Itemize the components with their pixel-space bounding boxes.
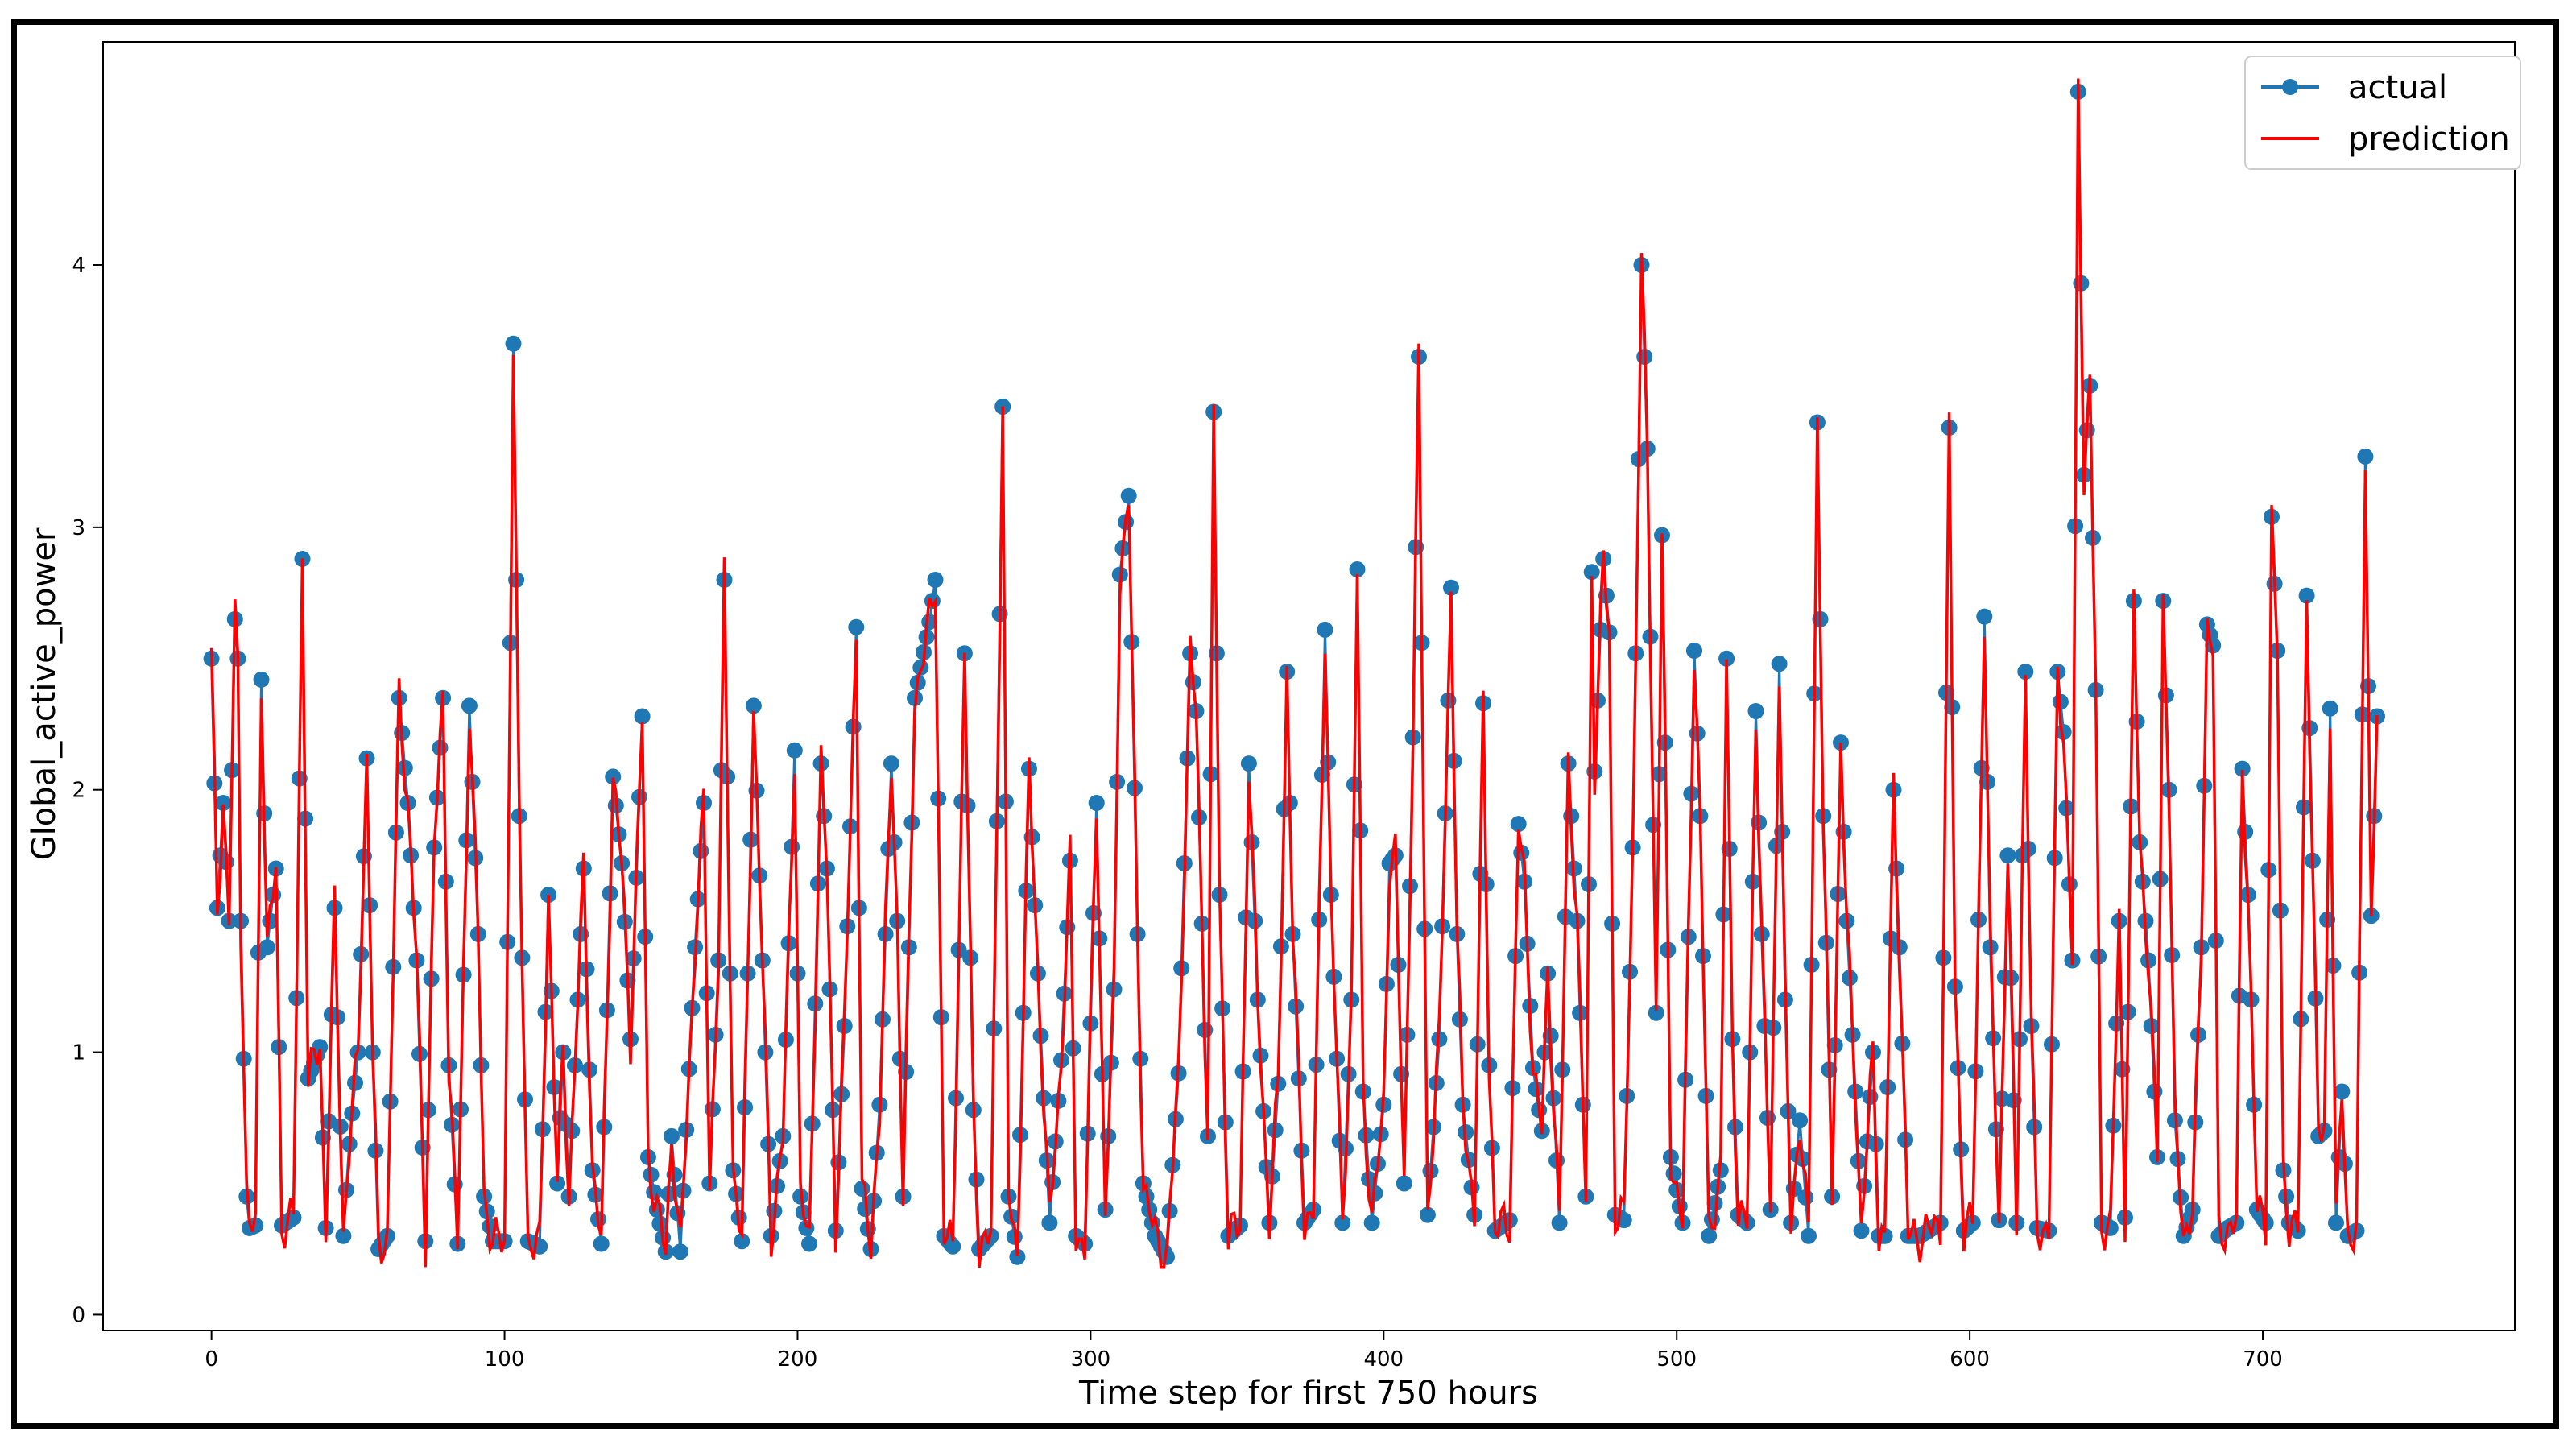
series-prediction-line [209,78,2379,1269]
actual-point [593,1235,610,1252]
actual-point [461,697,478,714]
actual-point [1833,734,1849,751]
actual-point [1706,1195,1723,1211]
series-actual-points [203,83,2385,1265]
y-tick-label: 2 [72,779,85,803]
actual-point [1853,1222,1870,1239]
actual-point [1396,1175,1412,1192]
actual-point [1349,561,1366,577]
actual-point [1999,847,2016,864]
actual-point [1419,1206,1436,1223]
actual-point [2055,724,2072,740]
x-axis-label: Time step for first 750 hours [1078,1375,1538,1412]
actual-point [1976,608,1993,625]
actual-point [745,697,762,714]
x-axis-ticks: 0 100 200 300 400 500 600 700 [205,1330,2283,1371]
actual-point [1792,1112,1809,1129]
actual-point [347,1074,363,1091]
actual-point [734,1233,750,1250]
actual-point [1686,643,1702,659]
actual-point [801,1235,817,1252]
actual-point [1240,755,1257,772]
actual-point [2298,587,2315,604]
actual-point [1771,656,1788,672]
actual-point [927,572,944,588]
x-tick-label: 500 [1656,1347,1697,1371]
actual-point [1317,621,1333,638]
legend: actual prediction [2244,56,2521,170]
actual-point [672,1243,688,1260]
actual-point [1120,487,1137,504]
legend-box [2244,56,2521,170]
actual-point [1088,795,1105,811]
actual-point [1334,1214,1351,1231]
actual-point [253,671,270,688]
actual-point [1551,1214,1568,1231]
y-tick-label: 0 [72,1303,85,1327]
actual-point [1041,1214,1058,1231]
legend-actual-marker [2282,79,2298,95]
actual-point [854,1181,870,1197]
x-tick-label: 400 [1363,1347,1404,1371]
y-axis-ticks: 0 1 2 3 4 [72,254,103,1327]
x-tick-label: 600 [1950,1347,1990,1371]
actual-point [646,1184,663,1201]
x-tick-label: 100 [485,1347,525,1371]
legend-prediction-label: prediction [2348,121,2510,158]
actual-point [848,618,865,635]
prediction-series-line [209,78,2379,1269]
actual-point [2357,448,2374,465]
actual-point [2334,1083,2351,1100]
actual-point [664,1127,680,1144]
y-tick-label: 3 [72,516,85,540]
actual-point [1665,1165,1682,1182]
y-tick-label: 1 [72,1041,85,1065]
actual-point [549,1175,566,1192]
actual-point [1648,1004,1664,1021]
x-tick-label: 700 [2243,1347,2283,1371]
actual-point [1718,650,1735,667]
actual-point [786,742,803,759]
actual-point [1801,1227,1817,1244]
actual-point [2102,1219,2119,1236]
actual-point [634,708,651,725]
actual-point [2234,760,2251,777]
actual-point [505,335,522,352]
actual-point [2328,1214,2344,1231]
actual-point [945,1238,961,1255]
actual-point [1009,1248,1026,1265]
actual-point [1159,1248,1175,1265]
actual-point [396,759,413,776]
plot-border [102,41,2516,1331]
actual-point [605,768,622,785]
actual-point [1747,703,1764,719]
plot-area [102,41,2516,1331]
actual-point [1363,1214,1380,1231]
actual-point [651,1215,668,1232]
actual-point [1583,564,1600,581]
actual-point [335,1227,352,1244]
legend-actual-label: actual [2348,69,2447,106]
x-tick-label: 300 [1071,1347,1111,1371]
actual-point [1443,579,1459,596]
actual-point [2322,700,2338,717]
actual-point [215,795,232,811]
x-tick-label: 0 [205,1347,218,1371]
actual-point [883,755,899,772]
x-tick-label: 200 [778,1347,818,1371]
actual-point [2017,664,2034,680]
actual-point [1701,1227,1718,1244]
actual-point [312,1039,329,1056]
y-axis-label: Global_active_power [26,527,63,860]
y-tick-label: 4 [72,254,85,278]
actual-point [1510,816,1527,833]
actual-point [258,939,275,956]
